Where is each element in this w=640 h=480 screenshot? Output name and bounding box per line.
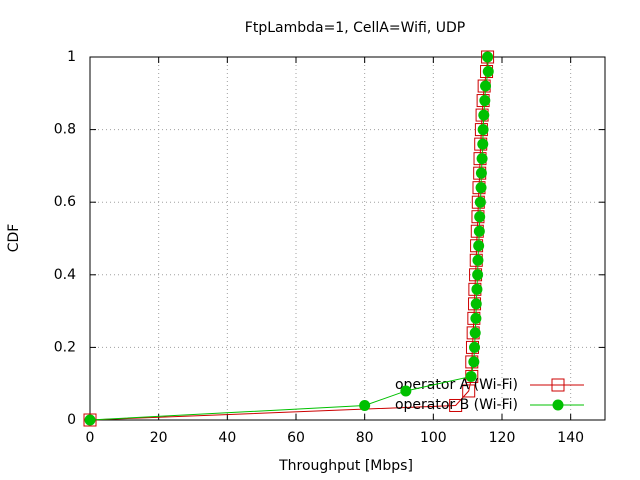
- y-tick-label: 1: [67, 49, 76, 65]
- marker: [359, 399, 371, 411]
- chart-title: FtpLambda=1, CellA=Wifi, UDP: [245, 20, 465, 36]
- y-tick-label: 0: [67, 412, 76, 428]
- marker: [468, 356, 480, 368]
- marker: [84, 414, 96, 426]
- y-tick-label: 0.4: [54, 267, 76, 283]
- y-tick-label: 0.2: [54, 339, 76, 355]
- marker: [470, 298, 482, 310]
- marker: [477, 124, 489, 136]
- marker: [471, 283, 483, 295]
- marker: [473, 225, 485, 237]
- y-axis-label: CDF: [6, 224, 22, 253]
- marker: [480, 80, 492, 92]
- marker: [400, 385, 412, 397]
- marker: [449, 398, 463, 412]
- x-tick-label: 120: [489, 430, 516, 446]
- marker: [474, 211, 486, 223]
- marker: [465, 370, 477, 382]
- marker: [472, 269, 484, 281]
- legend-label: operator A (Wi-Fi): [395, 377, 518, 393]
- marker: [462, 384, 476, 398]
- marker: [482, 51, 494, 63]
- legend-marker: [552, 399, 564, 411]
- y-tick-label: 0.6: [54, 194, 76, 210]
- marker: [473, 240, 485, 252]
- marker: [475, 167, 487, 179]
- x-tick-label: 80: [356, 430, 374, 446]
- marker: [470, 312, 482, 324]
- legend-label: operator B (Wi-Fi): [395, 397, 518, 413]
- marker: [469, 327, 481, 339]
- x-tick-label: 60: [287, 430, 305, 446]
- marker: [472, 254, 484, 266]
- y-tick-label: 0.8: [54, 122, 76, 138]
- plot-border: [89, 56, 606, 421]
- marker: [476, 153, 488, 165]
- marker: [475, 182, 487, 194]
- marker: [469, 341, 481, 353]
- marker: [478, 109, 490, 121]
- x-tick-label: 40: [218, 430, 236, 446]
- x-tick-label: 100: [420, 430, 447, 446]
- marker: [477, 138, 489, 150]
- x-tick-label: 20: [150, 430, 168, 446]
- x-axis-label: Throughput [Mbps]: [278, 458, 413, 474]
- x-tick-label: 140: [557, 430, 584, 446]
- marker: [482, 66, 494, 78]
- x-tick-label: 0: [86, 430, 95, 446]
- legend-marker: [551, 378, 565, 392]
- marker: [479, 95, 491, 107]
- marker: [474, 196, 486, 208]
